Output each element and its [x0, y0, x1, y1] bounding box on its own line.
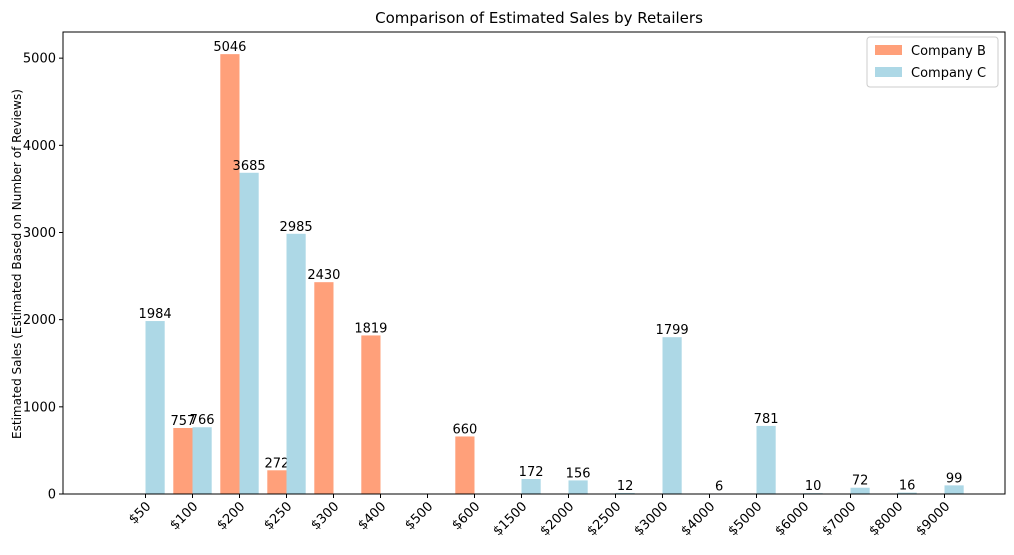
data-label-company-c: 3685 [233, 159, 266, 174]
x-tick-label: $250 [261, 499, 295, 533]
bar-company-c [662, 337, 682, 494]
y-tick-label: 4000 [23, 139, 56, 154]
bar-company-c [145, 321, 165, 494]
legend: Company B Company C [866, 36, 999, 88]
data-label-company-c: 156 [566, 466, 591, 481]
legend-label-company-b: Company B [911, 44, 986, 59]
x-tick-label: $400 [355, 499, 389, 533]
bar-company-c [568, 480, 588, 494]
plot-area: 757 5046 272 2430 1819 660 1984 766 3685 2985 172 1… [23, 31, 1006, 539]
bar-company-c [521, 479, 541, 494]
legend-swatch-company-b [875, 45, 902, 55]
bar-company-c [944, 485, 964, 494]
data-label-company-b: 272 [264, 456, 289, 471]
data-label-company-c: 1984 [139, 307, 172, 322]
data-label-company-c: 10 [805, 479, 822, 494]
data-label-company-c: 172 [519, 465, 544, 480]
x-tick-label: $1500 [490, 499, 530, 539]
bar-company-c [615, 492, 635, 494]
data-label-company-c: 12 [617, 479, 634, 494]
bar-company-b [267, 470, 287, 494]
y-tick-label: 5000 [23, 52, 56, 67]
y-tick-label: 0 [48, 488, 56, 503]
x-tick-label: $100 [167, 499, 201, 533]
data-label-company-b: 5046 [213, 40, 246, 55]
bar-company-b [220, 54, 240, 494]
legend-swatch-company-c [875, 67, 902, 77]
x-tick-label: $600 [449, 499, 483, 533]
data-label-company-c: 781 [754, 412, 779, 427]
bar-company-c [239, 172, 259, 495]
bar-company-c [756, 425, 776, 494]
data-label-company-c: 72 [852, 474, 869, 489]
bar-company-b [314, 282, 334, 494]
axes-frame [62, 31, 1006, 495]
bar-company-c [286, 233, 306, 495]
x-tick-label: $500 [402, 499, 436, 533]
bar-company-b [455, 436, 475, 494]
data-label-company-c: 766 [190, 413, 215, 428]
bar-company-c [850, 487, 870, 494]
data-label-company-b: 2430 [307, 268, 340, 283]
y-tick-label: 3000 [23, 226, 56, 241]
y-tick-label: 2000 [23, 313, 56, 328]
x-tick-label: $200 [214, 499, 248, 533]
x-tick-label: $7000 [819, 499, 859, 539]
bar-company-c [897, 492, 917, 494]
x-tick-label: $3000 [631, 499, 671, 539]
data-label-company-c: 1799 [656, 323, 689, 338]
legend-label-company-c: Company C [911, 66, 986, 81]
data-label-company-b: 660 [452, 422, 477, 437]
data-label-company-c: 6 [715, 479, 723, 494]
x-tick-label: $5000 [725, 499, 765, 539]
chart-title: Comparison of Estimated Sales by Retaile… [375, 9, 703, 27]
data-label-company-c: 16 [899, 479, 916, 494]
data-label-company-b: 1819 [354, 321, 387, 336]
bar-company-b [361, 335, 381, 494]
x-tick-label: $9000 [913, 499, 953, 539]
x-tick-label: $4000 [678, 499, 718, 539]
y-axis-label: Estimated Sales (Estimated Based on Numb… [10, 89, 24, 439]
x-tick-label: $6000 [772, 499, 812, 539]
bar-company-b [173, 428, 193, 494]
x-tick-label: $50 [126, 499, 154, 527]
y-tick-label: 1000 [23, 400, 56, 415]
data-label-company-c: 2985 [280, 220, 313, 235]
x-tick-label: $2000 [537, 499, 577, 539]
data-label-company-c: 99 [946, 471, 963, 486]
x-tick-label: $300 [308, 499, 342, 533]
x-tick-label: $2500 [584, 499, 624, 539]
x-tick-label: $8000 [866, 499, 906, 539]
data-label-company-b: 757 [170, 414, 195, 429]
bar-company-c [192, 427, 212, 494]
